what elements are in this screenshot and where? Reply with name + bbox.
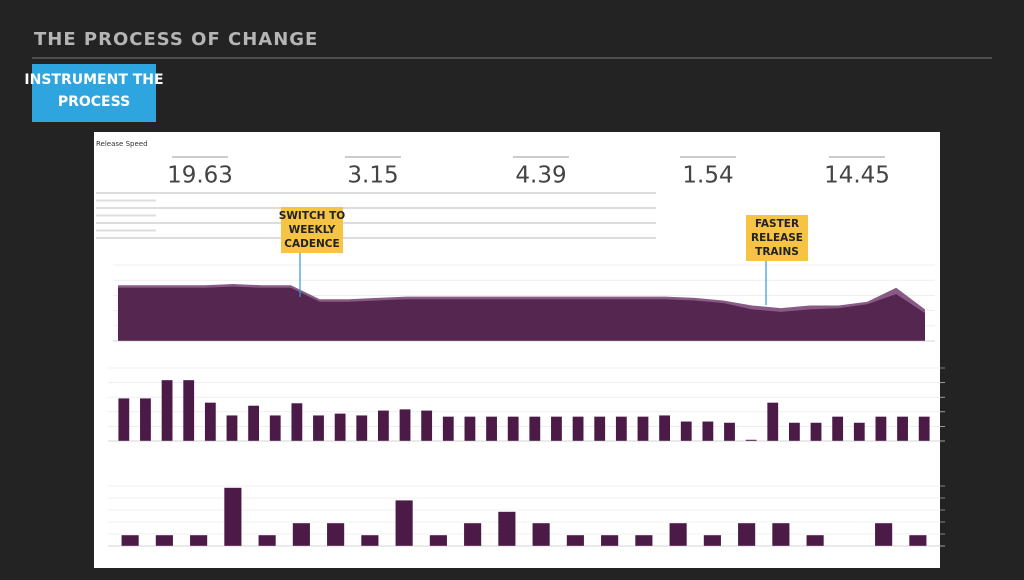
- callout-text: TRAINS: [755, 246, 799, 258]
- bar: [486, 416, 497, 441]
- bar: [772, 523, 790, 546]
- bar: [703, 535, 721, 546]
- bar: [853, 422, 865, 441]
- bar: [442, 416, 454, 441]
- dashboard-content: 19.63 3.15 4.39 1.54 14.45 SWITCH TO WEEKLY CAD…: [96, 156, 945, 547]
- callout: [281, 207, 343, 253]
- bar: [140, 398, 151, 441]
- bar: [269, 415, 281, 441]
- bar: [498, 511, 516, 546]
- metric-value: 1.54: [682, 163, 733, 189]
- bar: [806, 535, 824, 546]
- bar: [637, 416, 649, 441]
- metric-value: 19.63: [167, 163, 233, 189]
- bar: [810, 422, 822, 441]
- bar: [897, 416, 908, 441]
- bar: [724, 422, 735, 441]
- badge-text: PROCESS: [58, 94, 130, 110]
- bar: [292, 523, 310, 546]
- badge-text: INSTRUMENT THE: [24, 72, 163, 88]
- bar: [258, 535, 276, 546]
- description-line: [96, 192, 656, 194]
- bar: [738, 523, 756, 546]
- description-line: [96, 229, 156, 232]
- description-line: [96, 222, 656, 224]
- bar: [291, 403, 303, 441]
- bar: [566, 535, 584, 546]
- bar: [529, 416, 541, 441]
- bar: [224, 487, 242, 546]
- bar: [429, 535, 447, 546]
- bar: [334, 413, 346, 441]
- description-line: [96, 237, 656, 239]
- description-line: [96, 207, 656, 209]
- bar: [507, 416, 519, 441]
- bar: [572, 416, 584, 441]
- dashboard: [94, 132, 940, 568]
- dashboard-title: Release Speed: [96, 140, 148, 148]
- bar: [615, 416, 627, 441]
- bar: [161, 380, 173, 441]
- bar: [659, 415, 671, 441]
- metric-caption: [513, 156, 569, 158]
- bar: [767, 402, 779, 441]
- bar: [183, 380, 195, 441]
- bar: [118, 398, 130, 441]
- bar: [121, 535, 139, 546]
- callout-text: SWITCH TO: [279, 210, 346, 222]
- bar: [601, 535, 619, 546]
- bar: [918, 416, 930, 441]
- callout-text: WEEKLY: [289, 224, 336, 236]
- bar: [356, 415, 368, 441]
- bar: [377, 410, 389, 441]
- bar: [875, 523, 893, 546]
- bar: [313, 415, 324, 441]
- description-line: [96, 199, 156, 202]
- bar: [361, 535, 379, 546]
- bar: [155, 535, 173, 546]
- bar: [421, 410, 433, 441]
- bar: [395, 500, 413, 546]
- metric-caption: [172, 156, 228, 158]
- bar: [327, 523, 345, 546]
- callout-text: FASTER: [755, 218, 799, 230]
- bar: [532, 523, 550, 546]
- bar: [190, 535, 208, 546]
- description-line: [96, 214, 156, 217]
- bar: [909, 535, 927, 546]
- bar: [875, 416, 887, 441]
- bar: [702, 421, 714, 441]
- bar: [788, 422, 800, 441]
- bar: [248, 405, 260, 441]
- slide-title: THE PROCESS OF CHANGE: [34, 29, 318, 50]
- callout-text: RELEASE: [751, 232, 803, 244]
- bar: [594, 416, 606, 441]
- bar: [399, 409, 411, 441]
- bar: [204, 402, 216, 441]
- bar: [464, 416, 476, 441]
- metric-value: 14.45: [824, 163, 890, 189]
- bar: [226, 415, 238, 441]
- metric-caption: [829, 156, 885, 158]
- callout-text: CADENCE: [284, 238, 339, 250]
- metric-caption: [345, 156, 401, 158]
- bar: [680, 421, 692, 441]
- bar: [669, 523, 687, 546]
- metric-value: 3.15: [347, 163, 398, 189]
- badge: [32, 64, 156, 122]
- metric-caption: [680, 156, 736, 158]
- bar: [635, 535, 653, 546]
- bar: [832, 416, 844, 441]
- bar: [464, 523, 482, 546]
- bar: [745, 439, 757, 441]
- callout: [746, 215, 808, 261]
- metric-value: 4.39: [515, 163, 566, 189]
- area-series: [118, 286, 925, 341]
- bar: [551, 416, 562, 441]
